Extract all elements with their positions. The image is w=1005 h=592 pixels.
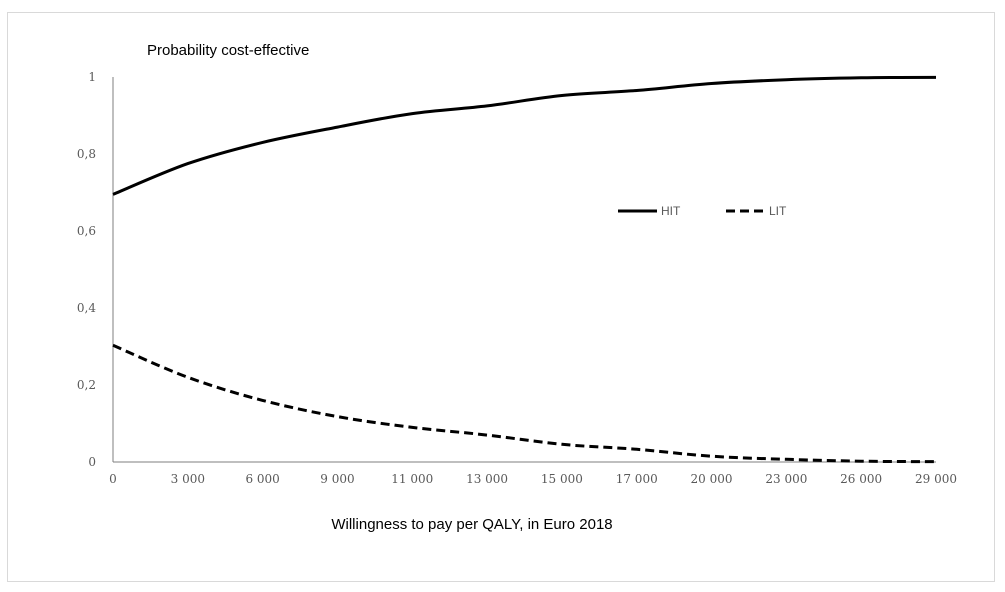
- x-tick-label: 0: [109, 472, 117, 486]
- series-line-lit: [112, 343, 937, 464]
- legend: HIT LIT: [618, 204, 787, 218]
- series-lines: [112, 75, 937, 464]
- x-tick-label: 17 000: [616, 472, 658, 486]
- y-tick-label: 0: [88, 455, 96, 469]
- x-tick-label: 6 000: [245, 472, 279, 486]
- x-axis-label: Willingness to pay per QALY, in Euro 201…: [331, 516, 612, 533]
- x-tick-label: 9 000: [320, 472, 354, 486]
- chart-title: Probability cost-effective: [147, 42, 309, 59]
- x-axis-ticks: 0 3 000 6 000 9 000 11 000 13 000 15 000 17 000…: [109, 472, 957, 486]
- x-tick-label: 20 000: [691, 472, 733, 486]
- x-tick-label: 26 000: [840, 472, 882, 486]
- x-tick-label: 3 000: [171, 472, 205, 486]
- legend-label-lit: LIT: [769, 204, 787, 218]
- y-tick-label: 0,6: [77, 224, 96, 238]
- y-tick-label: 1: [88, 70, 96, 84]
- x-tick-label: 29 000: [915, 472, 957, 486]
- y-axis-ticks: 0 0,2 0,4 0,6 0,8 1: [77, 70, 96, 469]
- y-tick-label: 0,2: [77, 378, 96, 392]
- x-tick-label: 13 000: [466, 472, 508, 486]
- legend-label-hit: HIT: [661, 204, 681, 218]
- x-tick-label: 11 000: [391, 472, 433, 486]
- y-tick-label: 0,8: [77, 147, 96, 161]
- y-tick-label: 0,4: [77, 301, 96, 315]
- x-tick-label: 23 000: [765, 472, 807, 486]
- x-tick-label: 15 000: [541, 472, 583, 486]
- chart-frame: [7, 12, 995, 582]
- series-line-hit: [112, 75, 937, 196]
